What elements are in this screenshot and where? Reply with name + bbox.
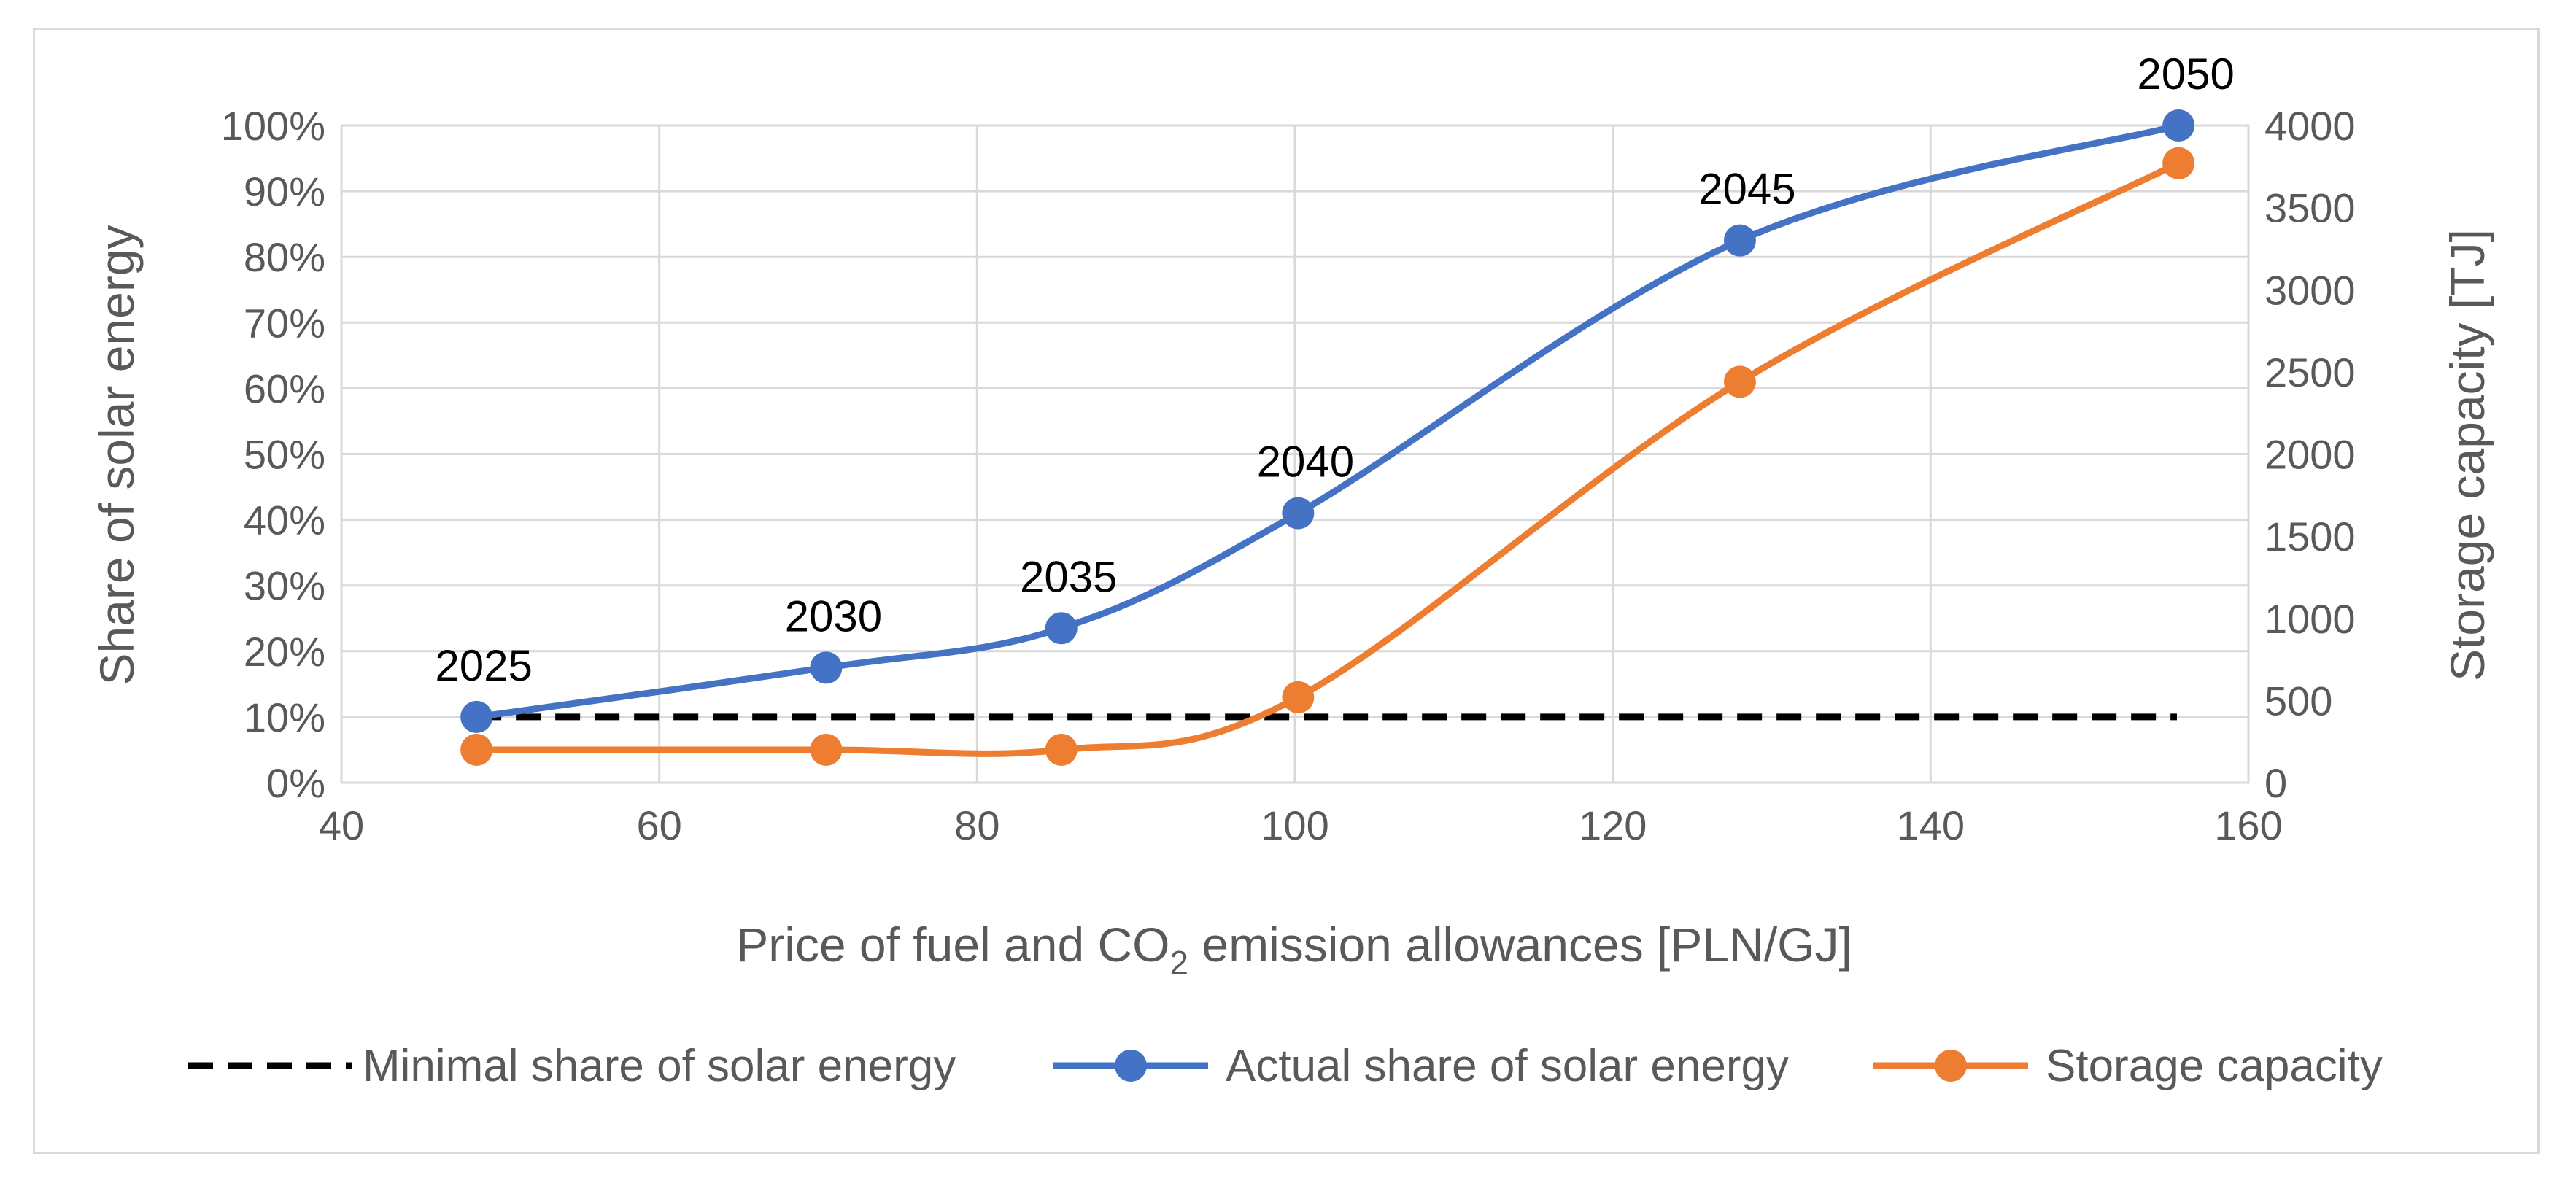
legend-label-actual-share: Actual share of solar energy	[1226, 1041, 1789, 1091]
x-tick-label: 100	[1261, 802, 1328, 848]
data-label: 2045	[1698, 165, 1795, 214]
plot-area	[340, 124, 2250, 784]
data-point-actual-share-of-solar-energy	[810, 651, 843, 684]
legend-marker-storage-capacity	[1935, 1050, 1967, 1082]
y-left-tick-label: 70%	[244, 300, 325, 346]
legend-item-actual-share: Actual share of solar energy	[1053, 1041, 1789, 1091]
x-tick-label: 80	[954, 802, 999, 848]
chart-frame	[33, 28, 2540, 1154]
y-left-tick-label: 40%	[244, 497, 325, 543]
y-left-tick-label: 90%	[244, 168, 325, 214]
y-left-tick-label: 50%	[244, 432, 325, 478]
data-point-actual-share-of-solar-energy	[2162, 109, 2195, 142]
y-right-tick-label: 0	[2264, 760, 2287, 806]
plot-border	[340, 124, 2250, 784]
x-axis-title: Price of fuel and CO2 emission allowance…	[736, 918, 1852, 982]
y-right-tick-label: 1500	[2264, 513, 2356, 559]
data-point-actual-share-of-solar-energy	[1045, 612, 1078, 645]
legend-label-minimal-share: Minimal share of solar energy	[363, 1041, 956, 1091]
legend-label-storage-capacity: Storage capacity	[2046, 1041, 2383, 1091]
x-tick-label: 140	[1897, 802, 1965, 848]
y-left-tick-label: 30%	[244, 563, 325, 609]
y-left-tick-label: 60%	[244, 365, 325, 411]
x-tick-label: 60	[637, 802, 682, 848]
y-right-tick-label: 3000	[2264, 267, 2356, 313]
data-point-actual-share-of-solar-energy	[460, 700, 493, 733]
y-right-tick-label: 2000	[2264, 432, 2356, 478]
data-point-actual-share-of-solar-energy	[1282, 497, 1315, 530]
legend-item-minimal-share: Minimal share of solar energy	[188, 1041, 956, 1091]
series-line-storage-capacity	[473, 160, 2182, 757]
y-right-axis-ticks: 0 500 1000 1500 2000 2500 3000 3500 4000	[2264, 103, 2356, 806]
data-label: 2030	[785, 592, 882, 640]
y-right-tick-label: 4000	[2264, 103, 2356, 149]
y-left-tick-label: 0%	[266, 760, 325, 806]
data-point-storage-capacity	[2162, 147, 2195, 179]
data-label: 2035	[1020, 552, 1117, 601]
y-right-tick-label: 1000	[2264, 596, 2356, 642]
legend: Minimal share of solar energy Actual sha…	[188, 1041, 2383, 1091]
y-right-axis-title: Storage capacity [TJ]	[2440, 229, 2494, 681]
series-layer	[460, 109, 2195, 766]
y-right-tick-label: 500	[2264, 678, 2332, 724]
y-left-tick-label: 20%	[244, 629, 325, 675]
data-label: 2050	[2137, 50, 2234, 98]
y-right-tick-label: 3500	[2264, 185, 2356, 231]
x-tick-label: 40	[319, 802, 364, 848]
data-point-storage-capacity	[1045, 733, 1078, 766]
y-left-tick-label: 80%	[244, 234, 325, 280]
data-point-storage-capacity	[1282, 681, 1315, 713]
y-left-axis-ticks: 0% 10% 20% 30% 40% 50% 60% 70% 80% 90% 100%	[221, 103, 325, 806]
x-axis-ticks: 40 60 80 100 120 140 160	[319, 802, 2283, 848]
data-label: 2040	[1257, 438, 1354, 487]
data-point-actual-share-of-solar-energy	[1723, 224, 1756, 257]
data-point-storage-capacity	[810, 733, 843, 766]
data-label: 2025	[435, 641, 532, 690]
y-left-tick-label: 100%	[221, 103, 325, 149]
point-labels: 2025 2030 2035 2040 2045 2050	[435, 50, 2234, 690]
data-point-storage-capacity	[460, 733, 493, 766]
data-point-storage-capacity	[1723, 365, 1756, 398]
legend-marker-actual-share	[1115, 1050, 1147, 1082]
y-left-tick-label: 10%	[244, 694, 325, 740]
x-tick-label: 120	[1579, 802, 1647, 848]
x-tick-label: 160	[2214, 802, 2282, 848]
series-line-actual-share-of-solar-energy	[473, 122, 2182, 721]
y-left-axis-title: Share of solar energy	[90, 225, 144, 685]
y-right-tick-label: 2500	[2264, 349, 2356, 395]
legend-item-storage-capacity: Storage capacity	[1873, 1041, 2383, 1091]
